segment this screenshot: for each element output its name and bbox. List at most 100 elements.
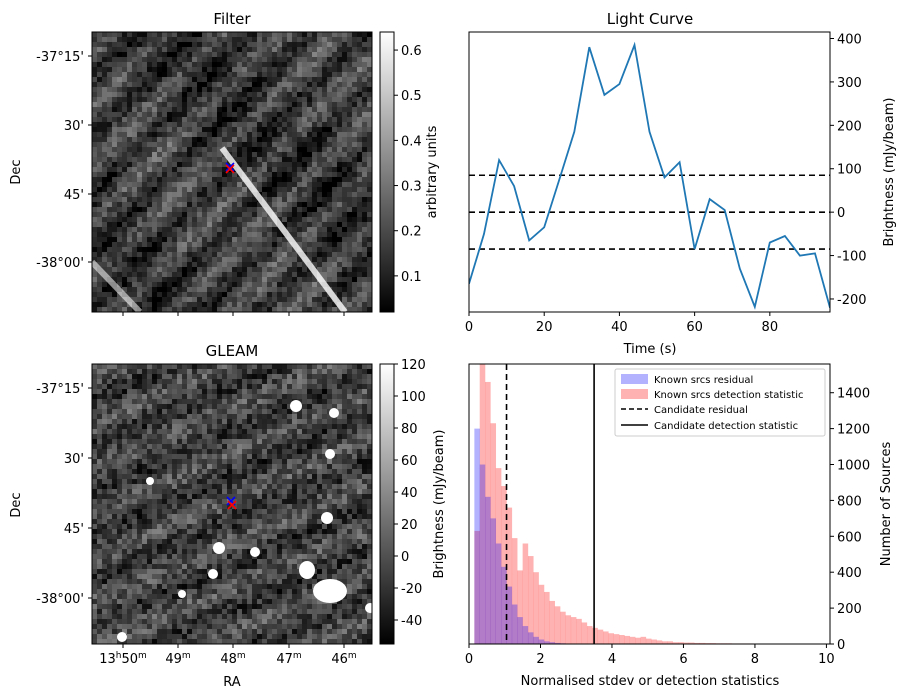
lightcurve-ytick: -100 [837,250,867,265]
gleam-ytick: 30' [64,452,84,467]
histogram-bar [517,617,523,644]
lightcurve-title: Light Curve [607,10,693,28]
colorbar-tick-label: 0.4 [401,134,422,149]
histogram-bar [490,423,497,644]
histogram-xtick: 8 [751,652,759,667]
histogram-bar [527,556,534,644]
histogram-bar [527,632,534,644]
histogram-ytick: 400 [837,566,862,581]
gleam-xtick: 47m [276,651,301,667]
histogram-xtick: 0 [465,652,473,667]
histogram-bar [581,622,588,644]
filter-streak [92,146,348,312]
histogram-bar [667,641,673,644]
colorbar-tick-label: 60 [401,454,418,469]
histogram-bar [699,642,706,644]
histogram-bar [554,642,561,644]
lightcurve-ylabel: Brightness (mJy/beam) [882,98,897,247]
histogram-frame [468,363,831,645]
histogram-bar [635,637,641,644]
histogram-bar [560,611,566,644]
histogram-bar [565,615,572,644]
gleam-xtick: 49m [165,651,190,667]
legend-label-detection: Known srcs detection statistic [654,390,803,401]
gleam-marker-red [227,500,237,510]
gleam-colorbar: -40 -20 0 20 40 60 80 100 120 Brightness (mJy/be… [379,358,447,645]
histogram-bar [678,642,684,644]
filter-ytick: -38°00' [36,256,84,271]
histogram-bar [554,606,561,644]
histogram-bar [490,518,497,644]
lightcurve-ytick: 200 [837,119,862,134]
histogram-xtick: 10 [818,652,835,667]
colorbar-tick-label: 0.2 [401,225,422,240]
histogram-bar [479,464,486,644]
histogram-panel: 0 2 4 6 8 10 0 200 400 600 800 1000 1200 1400 Normal… [465,363,894,689]
histogram-bar [608,633,614,644]
legend-label-residual: Known srcs residual [654,375,753,386]
gleam-image [92,364,372,644]
histogram-bar [495,543,502,644]
histogram-xtick: 6 [679,652,687,667]
colorbar-tick-label: -20 [401,582,422,597]
filter-title: Filter [213,10,251,28]
histogram-ytick: 200 [837,602,862,617]
gleam-xtick: 48m [220,651,245,667]
histogram-bar [613,634,620,644]
histogram-bar [640,636,647,644]
legend-swatch-detection [621,389,648,399]
filter-panel: Filter -37°15' 30' 45' -38°00' [9,10,440,316]
histogram-bar [656,640,663,644]
filter-ylabel: Dec [9,159,24,184]
histogram-bar [694,642,700,644]
histogram-bar [517,570,523,644]
gleam-xtick: 46m [331,651,356,667]
histogram-bar [549,642,555,644]
histogram-bar [597,629,604,644]
lightcurve-xtick: 80 [762,320,779,335]
filter-marker-red [225,164,235,174]
histogram-bar [538,584,545,644]
legend-label-candidate-detection: Candidate detection statistic [654,421,798,432]
filter-colorbar-label: arbitrary units [425,125,440,218]
lightcurve-xtick: 40 [611,320,628,335]
gleam-title: GLEAM [206,342,259,360]
histogram-bar [549,600,555,644]
gleam-xtick: 13h50m [99,651,147,667]
histogram-bar [603,631,609,644]
histogram-bar [576,618,582,644]
histogram-ytick: 1000 [837,459,870,474]
histogram-ytick: 0 [837,638,845,653]
gleam-panel: GLEAM -37°15 [9,342,447,690]
colorbar-tick-label: -40 [401,614,422,629]
gleam-colorbar-label: Brightness (mJy/beam) [432,430,447,579]
histogram-xtick: 2 [536,652,544,667]
histogram-xlabel: Normalised stdev or detection statistics [521,674,780,689]
histogram-bar [511,538,518,644]
histogram-bar [662,641,668,644]
histogram-bar [479,364,486,644]
histogram-bar [645,638,652,644]
filter-frame [91,31,373,313]
histogram-bar [586,626,593,644]
histogram-bar [474,530,480,644]
histogram-bar [485,496,491,644]
filter-ytick: 30' [64,119,84,134]
colorbar-tick-label: 100 [401,390,426,405]
histogram-ylabel: Number of Sources [879,442,894,567]
histogram-legend: Known srcs residual Known srcs detection… [614,368,826,437]
colorbar-tick-label: 40 [401,486,418,501]
legend-swatch-residual [621,374,648,384]
filter-colorbar: 0.1 0.2 0.3 0.4 0.5 0.6 arbitrary units [379,31,440,313]
gleam-ylabel: Dec [9,492,24,517]
lightcurve-ytick: -200 [837,293,867,308]
histogram-ytick: 1400 [837,387,870,402]
lightcurve-xtick: 60 [686,320,703,335]
colorbar-tick-label: 20 [401,518,418,533]
lightcurve-frame [468,31,831,313]
lightcurve-xtick: 20 [536,320,553,335]
lightcurve-series-line [469,41,830,310]
gleam-ytick: -38°00' [36,592,84,607]
colorbar-tick-label: 0.1 [401,270,422,285]
